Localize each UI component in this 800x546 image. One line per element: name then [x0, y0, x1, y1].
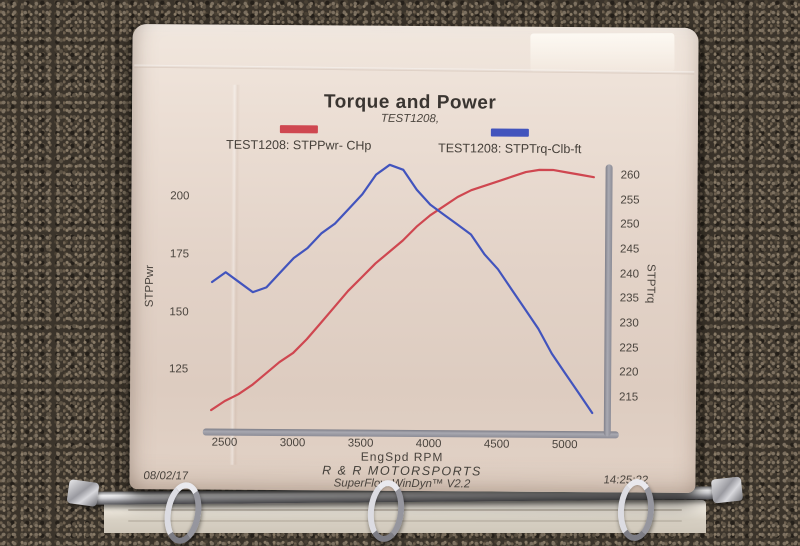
date-stamp: 08/02/17: [142, 470, 189, 483]
binder-spine-end-left: [66, 479, 100, 507]
binder-spine-end-right: [710, 476, 744, 504]
sheet-edge-line: [128, 509, 682, 511]
binder-lower-pages: [104, 500, 706, 533]
dyno-curves-plot: [210, 163, 595, 415]
sheet-edge-line: [128, 520, 682, 522]
torque-curve: [210, 163, 594, 415]
binder-ring-left: [160, 479, 206, 546]
power-curve: [210, 168, 595, 412]
printed-dyno-page: Torque and Power TEST1208, TEST1208: STP…: [129, 24, 699, 493]
